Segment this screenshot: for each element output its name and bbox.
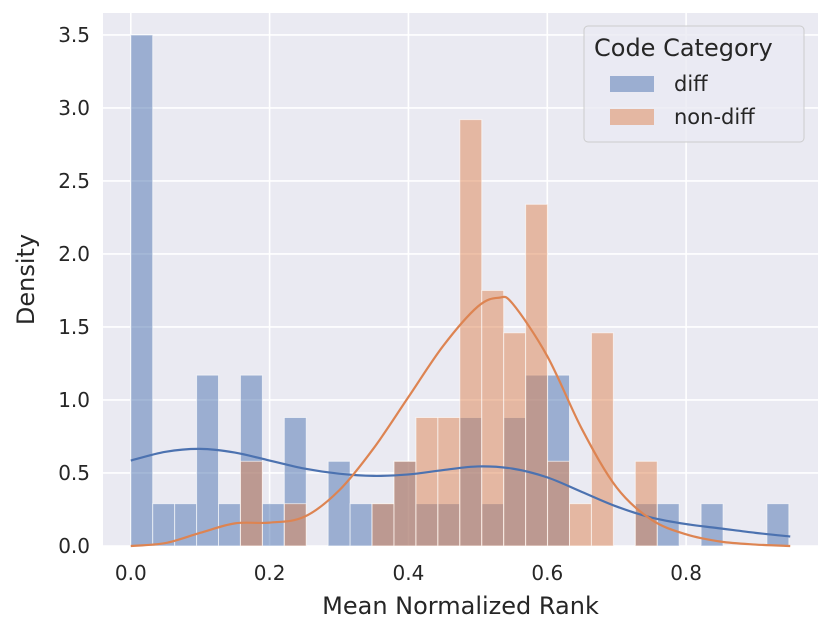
x-tick-label-4: 0.8 bbox=[670, 561, 702, 585]
y-tick-label-5: 2.5 bbox=[58, 169, 90, 193]
x-tick-label-0: 0.0 bbox=[115, 561, 147, 585]
y-tick-label-3: 1.5 bbox=[58, 315, 90, 339]
non-diff-bar-14 bbox=[438, 417, 460, 546]
y-tick-label-2: 1.0 bbox=[58, 388, 90, 412]
y-tick-label-1: 0.5 bbox=[58, 461, 90, 485]
x-axis-label: Mean Normalized Rank bbox=[322, 592, 599, 620]
non-diff-bar-11 bbox=[372, 504, 394, 546]
legend-label-non-diff: non-diff bbox=[674, 105, 755, 129]
non-diff-bar-15 bbox=[460, 120, 482, 546]
non-diff-bar-23 bbox=[635, 461, 657, 546]
diff-bar-29 bbox=[767, 504, 789, 546]
y-tick-label-7: 3.5 bbox=[58, 23, 90, 47]
non-diff-bar-5 bbox=[240, 461, 262, 546]
x-tick-label-3: 0.6 bbox=[531, 561, 563, 585]
legend-swatch-diff bbox=[610, 76, 654, 92]
legend: Code Category diff non-diff bbox=[584, 26, 804, 142]
diff-bar-0 bbox=[131, 35, 153, 546]
x-tick-label-2: 0.4 bbox=[393, 561, 425, 585]
non-diff-bar-19 bbox=[548, 461, 570, 546]
y-tick-labels: 0.0 0.5 1.0 1.5 2.0 2.5 3.0 3.5 bbox=[58, 23, 90, 558]
x-tick-label-1: 0.2 bbox=[254, 561, 286, 585]
non-diff-bar-13 bbox=[416, 417, 438, 546]
non-diff-bar-16 bbox=[482, 290, 504, 546]
x-tick-labels: 0.0 0.2 0.4 0.6 0.8 bbox=[115, 561, 702, 585]
y-axis-label: Density bbox=[12, 234, 40, 325]
y-tick-label-4: 2.0 bbox=[58, 242, 90, 266]
non-diff-bar-18 bbox=[526, 204, 548, 546]
non-diff-bar-21 bbox=[591, 333, 613, 546]
diff-bar-1 bbox=[153, 504, 175, 546]
y-tick-label-0: 0.0 bbox=[58, 534, 90, 558]
legend-label-diff: diff bbox=[674, 72, 708, 96]
y-tick-label-6: 3.0 bbox=[58, 96, 90, 120]
diff-bar-6 bbox=[262, 504, 284, 546]
diff-bar-10 bbox=[350, 504, 372, 546]
diff-bar-3 bbox=[197, 375, 219, 546]
legend-swatch-non-diff bbox=[610, 109, 654, 125]
histogram-chart: 0.0 0.2 0.4 0.6 0.8 0.0 0.5 1.0 1.5 2.0 2.5 3.0 3.5… bbox=[0, 0, 831, 633]
legend-title: Code Category bbox=[594, 34, 773, 62]
non-diff-bar-17 bbox=[504, 333, 526, 546]
non-diff-bar-7 bbox=[284, 504, 306, 546]
non-diff-bar-20 bbox=[569, 504, 591, 546]
